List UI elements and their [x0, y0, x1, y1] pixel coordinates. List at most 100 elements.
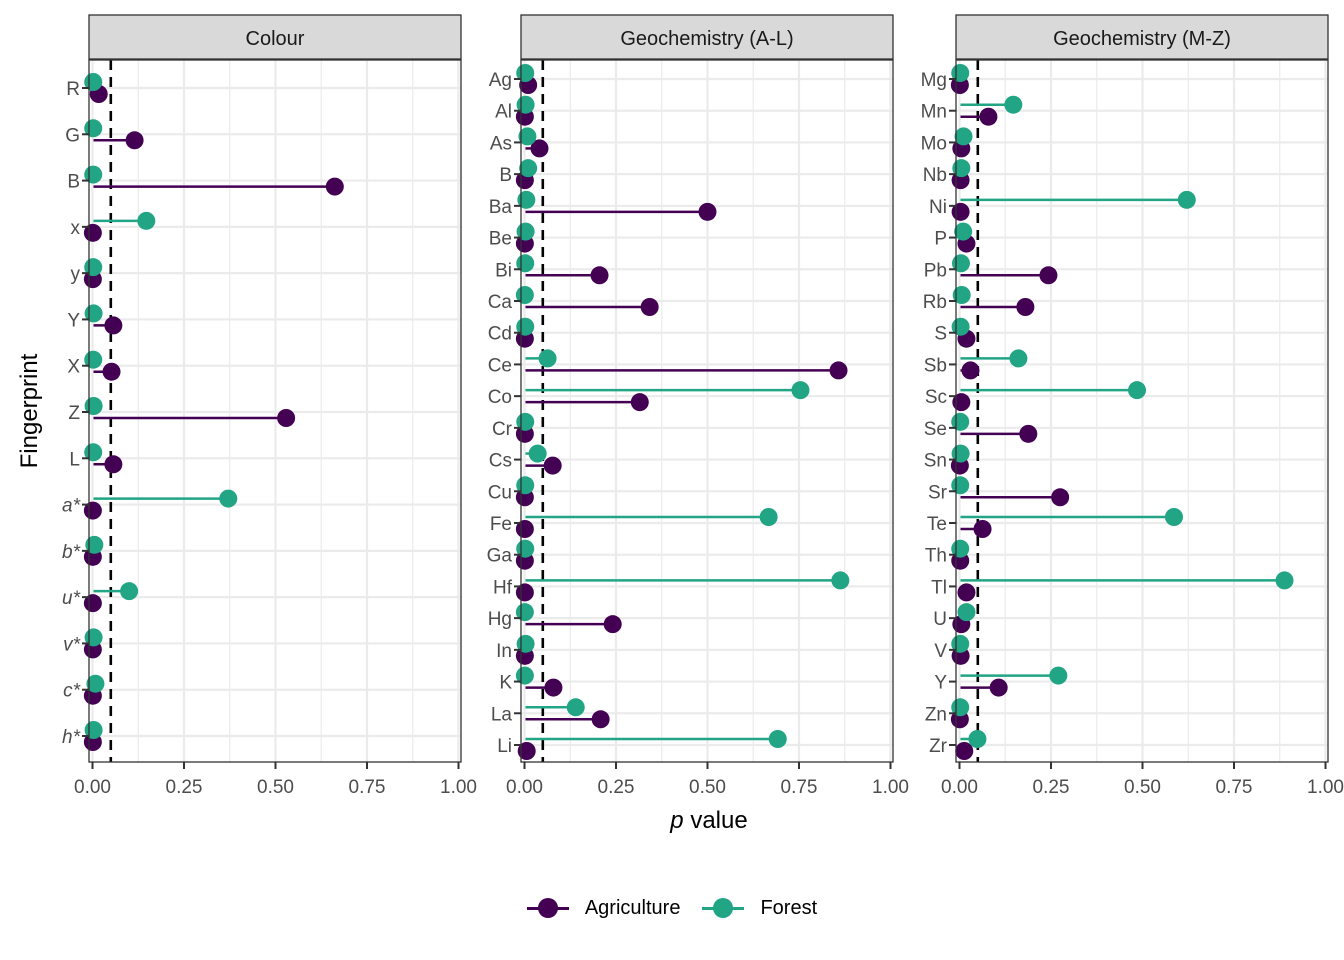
x-axis-title-rest: value — [684, 807, 748, 834]
y-tick-label: G — [65, 125, 80, 146]
y-tick-label: x — [71, 218, 81, 239]
y-tick-label: Cr — [492, 419, 513, 440]
y-tick-label: Cu — [488, 482, 512, 503]
y-tick-label: Ag — [489, 70, 512, 91]
forest-point — [768, 730, 787, 748]
agriculture-point — [630, 393, 649, 412]
y-tick-label: Te — [927, 514, 947, 535]
y-tick-label: Sr — [928, 482, 948, 503]
x-tick-label: 0.50 — [1124, 777, 1161, 798]
y-tick-label: b* — [62, 542, 81, 563]
y-tick-label: X — [67, 357, 80, 378]
forest-point — [831, 571, 850, 590]
agriculture-point — [517, 742, 536, 760]
x-tick-label: 1.00 — [872, 777, 909, 798]
legend: Agriculture Forest — [0, 888, 1344, 928]
y-tick-label: c* — [63, 681, 81, 702]
y-tick-label: Mn — [921, 102, 947, 123]
agriculture-point — [989, 678, 1008, 697]
agriculture-point — [104, 316, 123, 335]
agriculture-point — [591, 710, 610, 729]
y-tick-label: Tl — [931, 577, 947, 598]
agriculture-point — [1016, 298, 1035, 316]
forest-point — [85, 535, 104, 554]
forest-point — [518, 127, 537, 146]
forest-point — [517, 190, 536, 209]
y-tick-label: B — [67, 172, 80, 193]
forest-point — [566, 698, 585, 717]
y-tick-label: Rb — [923, 292, 947, 313]
facet-strip — [955, 14, 1329, 60]
x-tick-label: 1.00 — [440, 777, 477, 798]
agriculture-point — [973, 520, 992, 538]
forest-point — [954, 222, 973, 241]
agriculture-point — [1051, 488, 1070, 507]
forest-point — [1275, 571, 1294, 590]
x-tick-label: 0.00 — [941, 777, 978, 798]
y-tick-label: Pb — [924, 260, 947, 281]
y-tick-label: Al — [495, 102, 512, 123]
y-tick-label: U — [933, 609, 947, 630]
x-tick-label: 0.75 — [1216, 777, 1253, 798]
agriculture-point — [1019, 424, 1038, 443]
y-tick-label: Fe — [490, 514, 512, 535]
forest-point — [528, 444, 547, 463]
agriculture-point — [544, 678, 563, 697]
y-tick-label: u* — [62, 588, 81, 609]
y-tick-label: Zn — [925, 704, 947, 725]
x-tick-label: 0.75 — [349, 777, 386, 798]
agriculture-point — [543, 456, 562, 475]
forest-point — [791, 381, 810, 400]
y-tick-label: Hf — [493, 577, 513, 598]
y-tick-label: Mo — [921, 133, 947, 154]
x-axis-title: p value — [669, 807, 747, 834]
y-tick-label: Co — [488, 387, 512, 408]
agriculture-point — [957, 583, 976, 602]
forest-point — [759, 508, 778, 526]
facet-colour: Colour R G Bx y Y X Z La* b* u* v* c* h* 0.00 0.25 0.50 0… — [62, 14, 477, 798]
forest-point — [952, 159, 971, 178]
forest-point — [1177, 190, 1196, 209]
y-tick-label: La — [491, 704, 513, 725]
agriculture-point — [530, 139, 549, 158]
agriculture-point — [1039, 266, 1058, 285]
y-tick-label: Mg — [921, 70, 947, 91]
forest-point — [137, 211, 156, 230]
forest-point — [952, 286, 971, 304]
forest-point — [1049, 666, 1068, 685]
facet-title: Colour — [246, 28, 305, 50]
x-axis-title-italic: p — [669, 807, 683, 834]
x-tick-label: 0.25 — [166, 777, 203, 798]
facet-geochemistry-m-z: Geochemistry (M-Z) Mg Mn Mo Nb Ni P Pb Rb S Sb Sc Se… — [921, 14, 1344, 798]
agriculture-point — [125, 131, 144, 150]
y-tick-label: v* — [63, 634, 81, 655]
x-tick-label: 1.00 — [1307, 777, 1344, 798]
y-tick-label: Sc — [925, 387, 947, 408]
agriculture-point — [277, 409, 296, 427]
x-tick-label: 0.00 — [506, 777, 543, 798]
y-tick-label: a* — [62, 496, 81, 517]
agriculture-point — [640, 298, 659, 316]
y-tick-label: Li — [497, 736, 512, 757]
agriculture-point — [102, 362, 121, 381]
y-tick-label: y — [71, 264, 81, 285]
y-tick-label: In — [496, 641, 512, 662]
agriculture-point — [698, 202, 717, 221]
facet-strip — [520, 14, 894, 60]
y-tick-label: P — [934, 229, 947, 250]
forest-point — [1164, 508, 1183, 526]
y-tick-label: Th — [925, 546, 947, 567]
forest-point — [519, 159, 538, 178]
lollipop-chart: Colour R G Bx y Y X Z La* b* u* v* c* h* 0.00 0.25 0.50 0… — [16, 14, 1344, 834]
legend-label-agriculture: Agriculture — [584, 896, 681, 919]
facet-strip — [88, 14, 462, 60]
legend-item-agriculture: Agriculture — [526, 896, 681, 920]
forest-point — [86, 674, 105, 693]
y-tick-label: V — [934, 641, 947, 662]
legend-item-forest: Forest — [702, 897, 817, 920]
forest-point — [219, 489, 238, 508]
y-axis-title: Fingerprint — [16, 353, 43, 468]
facet-title: Geochemistry (M-Z) — [1053, 28, 1231, 50]
agriculture-point — [325, 177, 344, 196]
y-tick-label: Zr — [929, 736, 948, 757]
